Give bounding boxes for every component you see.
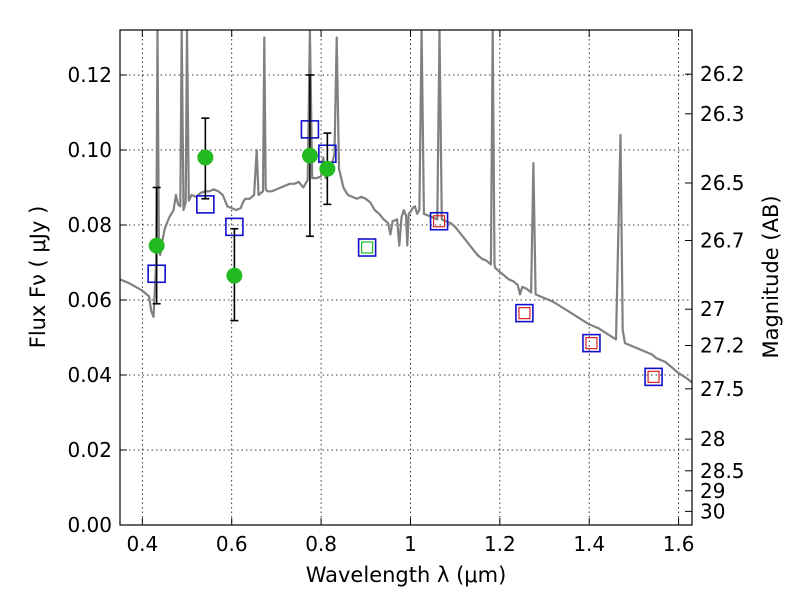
model-flux-box <box>515 303 534 323</box>
y2-tick-label: 26.5 <box>700 171 745 195</box>
model-flux-box <box>644 367 663 387</box>
x-tick-label: 1.4 <box>573 532 605 556</box>
x-tick-label: 1.2 <box>484 532 516 556</box>
y-tick-label: 0.08 <box>67 213 112 237</box>
y-axis-label: Flux Fν ( μJy ) <box>26 206 50 349</box>
model-flux-box <box>429 211 449 231</box>
y-tick-label: 0.02 <box>67 438 112 462</box>
y2-tick-label: 29 <box>700 479 725 503</box>
y2-tick-label: 26.7 <box>700 229 745 253</box>
grid <box>120 30 692 526</box>
y2-tick-label: 28.5 <box>700 459 745 483</box>
y2-tick-label: 27.5 <box>700 377 745 401</box>
model-flux-inner-box <box>518 307 531 320</box>
y2-tick-label: 26.2 <box>700 62 745 86</box>
y-tick-label: 0.12 <box>67 63 112 87</box>
y2-tick-label: 27 <box>700 297 725 321</box>
y-tick-label: 0.10 <box>67 138 112 162</box>
model-flux-inner-box <box>361 241 374 254</box>
x-tick-label: 0.8 <box>305 532 337 556</box>
plot-frame <box>119 29 693 526</box>
model-flux-box <box>357 238 377 257</box>
observed-flux-point <box>319 160 336 177</box>
x-tick-label: 1.6 <box>663 532 695 556</box>
spectrum-layer <box>120 30 692 384</box>
y-tick-label: 0.00 <box>67 513 112 537</box>
observed-flux-point <box>197 149 214 166</box>
y2-tick-label: 28 <box>700 427 725 451</box>
y2-tick-label: 27.2 <box>700 334 745 358</box>
model-flux-inner-box <box>647 370 660 383</box>
model-flux-inner-box <box>432 215 446 228</box>
model-spectrum-line <box>120 30 692 384</box>
y-tick-label: 0.06 <box>67 288 112 312</box>
observed-flux-point <box>148 237 165 254</box>
x-tick-label: 1 <box>404 532 417 556</box>
model-flux-inner-box <box>585 337 598 350</box>
y-tick-label: 0.04 <box>67 363 112 387</box>
x-axis-label: Wavelength λ (μm) <box>306 563 507 587</box>
axis-ticks: 0.4 0.6 0.8 1 1.2 1.4 1.6 0.00 0.02 0.04 0.06 0.08 0… <box>67 30 745 556</box>
model-flux-box <box>582 333 601 353</box>
x-tick-label: 0.6 <box>216 532 248 556</box>
observed-points <box>148 74 336 322</box>
y2-axis-label: Magnitude (AB) <box>759 195 783 358</box>
y2-tick-label: 30 <box>700 499 725 523</box>
observed-flux-point <box>226 267 243 284</box>
x-tick-label: 0.4 <box>126 532 158 556</box>
observed-flux-point <box>301 147 318 164</box>
y2-tick-label: 26.3 <box>700 102 745 126</box>
